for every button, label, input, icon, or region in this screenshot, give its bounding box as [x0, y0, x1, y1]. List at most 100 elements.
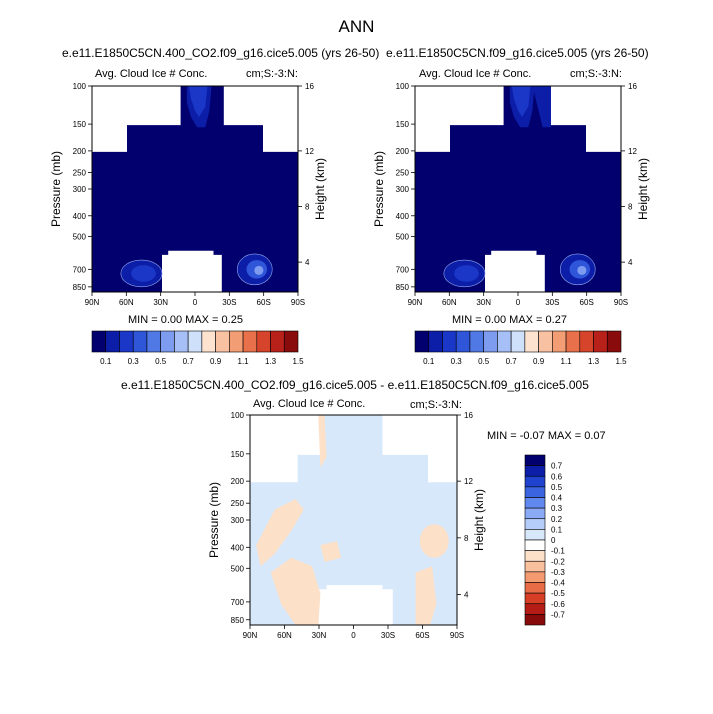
panel2-xtick-label: 0 — [516, 298, 521, 307]
colorbar1-box — [91, 330, 107, 353]
panel1-rtick-label: 8 — [305, 203, 310, 212]
panel3-ytick-label: 200 — [231, 477, 245, 486]
panel1-rtick-label: 4 — [305, 258, 310, 267]
colorbar3-label: -0.6 — [551, 600, 565, 609]
colorbar3-box — [524, 560, 546, 573]
panel1-ytick-label: 400 — [73, 212, 87, 221]
colorbar1-box — [174, 330, 189, 353]
panel3-ytick-label: 100 — [231, 411, 245, 420]
panel2-contour-upper-inner — [511, 86, 531, 117]
panel3-subtitle-right: cm;S:-3:N: — [410, 399, 462, 411]
colorbar1-box — [160, 330, 175, 353]
colorbar1-box — [119, 330, 134, 353]
colorbar1-box — [215, 330, 230, 353]
panel3-xtick-label: 90S — [450, 631, 464, 640]
panel1-ytick-label: 250 — [73, 169, 87, 178]
panel2-subtitle-left: Avg. Cloud Ice # Conc. — [419, 68, 532, 80]
panel2-min-max: MIN = 0.00 MAX = 0.27 — [452, 314, 567, 326]
colorbar1-label: 0.7 — [183, 357, 195, 366]
panel1-ylabel-right: Height (km) — [313, 158, 327, 220]
panel2-ytick-label: 400 — [396, 212, 410, 221]
panel2-ytick-label: 500 — [396, 232, 410, 241]
panel1-ytick-label: 500 — [73, 232, 87, 241]
colorbar2-box — [483, 330, 498, 353]
panel3-ylabel: Pressure (mb) — [207, 482, 221, 558]
panel1-xtick-label: 30N — [153, 298, 168, 307]
panel2-rtick-label: 4 — [628, 258, 633, 267]
colorbar3-label: 0.5 — [551, 483, 563, 492]
panel1-xtick-label: 90N — [85, 298, 100, 307]
panel2-contour-fill — [415, 86, 621, 292]
colorbar2-box — [510, 330, 526, 353]
panel3-ytick-label: 300 — [231, 516, 245, 525]
colorbar3-box — [524, 603, 546, 615]
colorbar3-label: 0.2 — [551, 515, 563, 524]
panel2-contour-sh-peak — [577, 265, 587, 275]
colorbar1-box — [242, 330, 258, 353]
colorbar3-box — [524, 571, 546, 583]
panel3-ytick-label: 850 — [231, 616, 245, 625]
panel1-xtick-label: 90S — [291, 298, 305, 307]
panel3-xtick-label: 60S — [415, 631, 429, 640]
panel3-ytick-label: 500 — [231, 564, 245, 573]
panel1-xtick-label: 60N — [119, 298, 134, 307]
colorbar3-box — [524, 614, 546, 626]
panel1-ytick-label: 850 — [73, 283, 87, 292]
panel1-contour-sh-peak — [254, 265, 264, 275]
colorbar3-box — [524, 465, 546, 477]
panel2-rtick-label: 12 — [628, 147, 637, 156]
colorbar3-label: 0.7 — [551, 462, 563, 471]
colorbar3-box — [524, 529, 546, 541]
colorbar2-label: 0.5 — [478, 357, 490, 366]
panel3-ytick-label: 150 — [231, 450, 245, 459]
panel2-ytick-label: 850 — [396, 283, 410, 292]
panel3-min-max: MIN = -0.07 MAX = 0.07 — [487, 430, 606, 442]
panel2-ytick-label: 250 — [396, 169, 410, 178]
colorbar3-label: -0.7 — [551, 610, 565, 619]
colorbar1-box — [132, 330, 148, 353]
colorbar1-label: 1.1 — [238, 357, 250, 366]
panel3-positive-nh-tongue — [256, 499, 304, 567]
colorbar1-label: 0.9 — [210, 357, 222, 366]
colorbar2-label: 0.3 — [451, 357, 463, 366]
colorbar2-box — [428, 330, 443, 353]
panel2-rtick-label: 8 — [628, 203, 633, 212]
panel2-ylabel-right: Height (km) — [636, 158, 650, 220]
colorbar3-label: -0.2 — [551, 557, 565, 566]
panel1-contour-nh-core — [131, 265, 156, 282]
colorbar1-label: 1.3 — [265, 357, 277, 366]
panel1-ytick-label: 200 — [73, 147, 87, 156]
colorbar3-box — [524, 486, 546, 498]
panel3-title: e.e11.E1850C5CN.400_CO2.f09_g16.cice5.00… — [121, 378, 589, 392]
panel3-positive-upper — [318, 415, 327, 468]
panel3-ytick-label: 400 — [231, 543, 245, 552]
panel1-min-max: MIN = 0.00 MAX = 0.25 — [128, 314, 243, 326]
panel3-ylabel-right: Height (km) — [472, 489, 486, 551]
colorbar1-label: 0.1 — [100, 357, 112, 366]
colorbar3-label: -0.4 — [551, 579, 565, 588]
colorbar3-label: 0.4 — [551, 494, 563, 503]
panel3-xtick-label: 60N — [277, 631, 292, 640]
panel1-xtick-label: 0 — [193, 298, 198, 307]
panel3-xtick-label: 90N — [243, 631, 258, 640]
colorbar2-label: 1.5 — [615, 357, 627, 366]
colorbar1-label: 0.3 — [128, 357, 140, 366]
colorbar2-box — [538, 330, 553, 353]
panel2-xtick-label: 30S — [545, 298, 559, 307]
colorbar2-box — [442, 330, 457, 353]
colorbar3-label: 0.1 — [551, 525, 563, 534]
panel1-contour-upper-inner — [188, 86, 208, 117]
panel1-ylabel: Pressure (mb) — [49, 151, 63, 227]
colorbar3-label: 0.3 — [551, 504, 563, 513]
panel1-subtitle-right: cm;S:-3:N: — [246, 68, 298, 80]
colorbar2-label: 0.9 — [533, 357, 545, 366]
colorbar2-box — [414, 330, 430, 353]
panel3-positive-sh — [419, 524, 449, 558]
colorbar1-box — [146, 330, 161, 353]
panel2-gap — [592, 125, 598, 148]
colorbar1-box — [270, 330, 285, 353]
colorbar2-box — [455, 330, 471, 353]
panel2-rtick-label: 16 — [628, 82, 637, 91]
colorbar1-label: 1.5 — [292, 357, 304, 366]
